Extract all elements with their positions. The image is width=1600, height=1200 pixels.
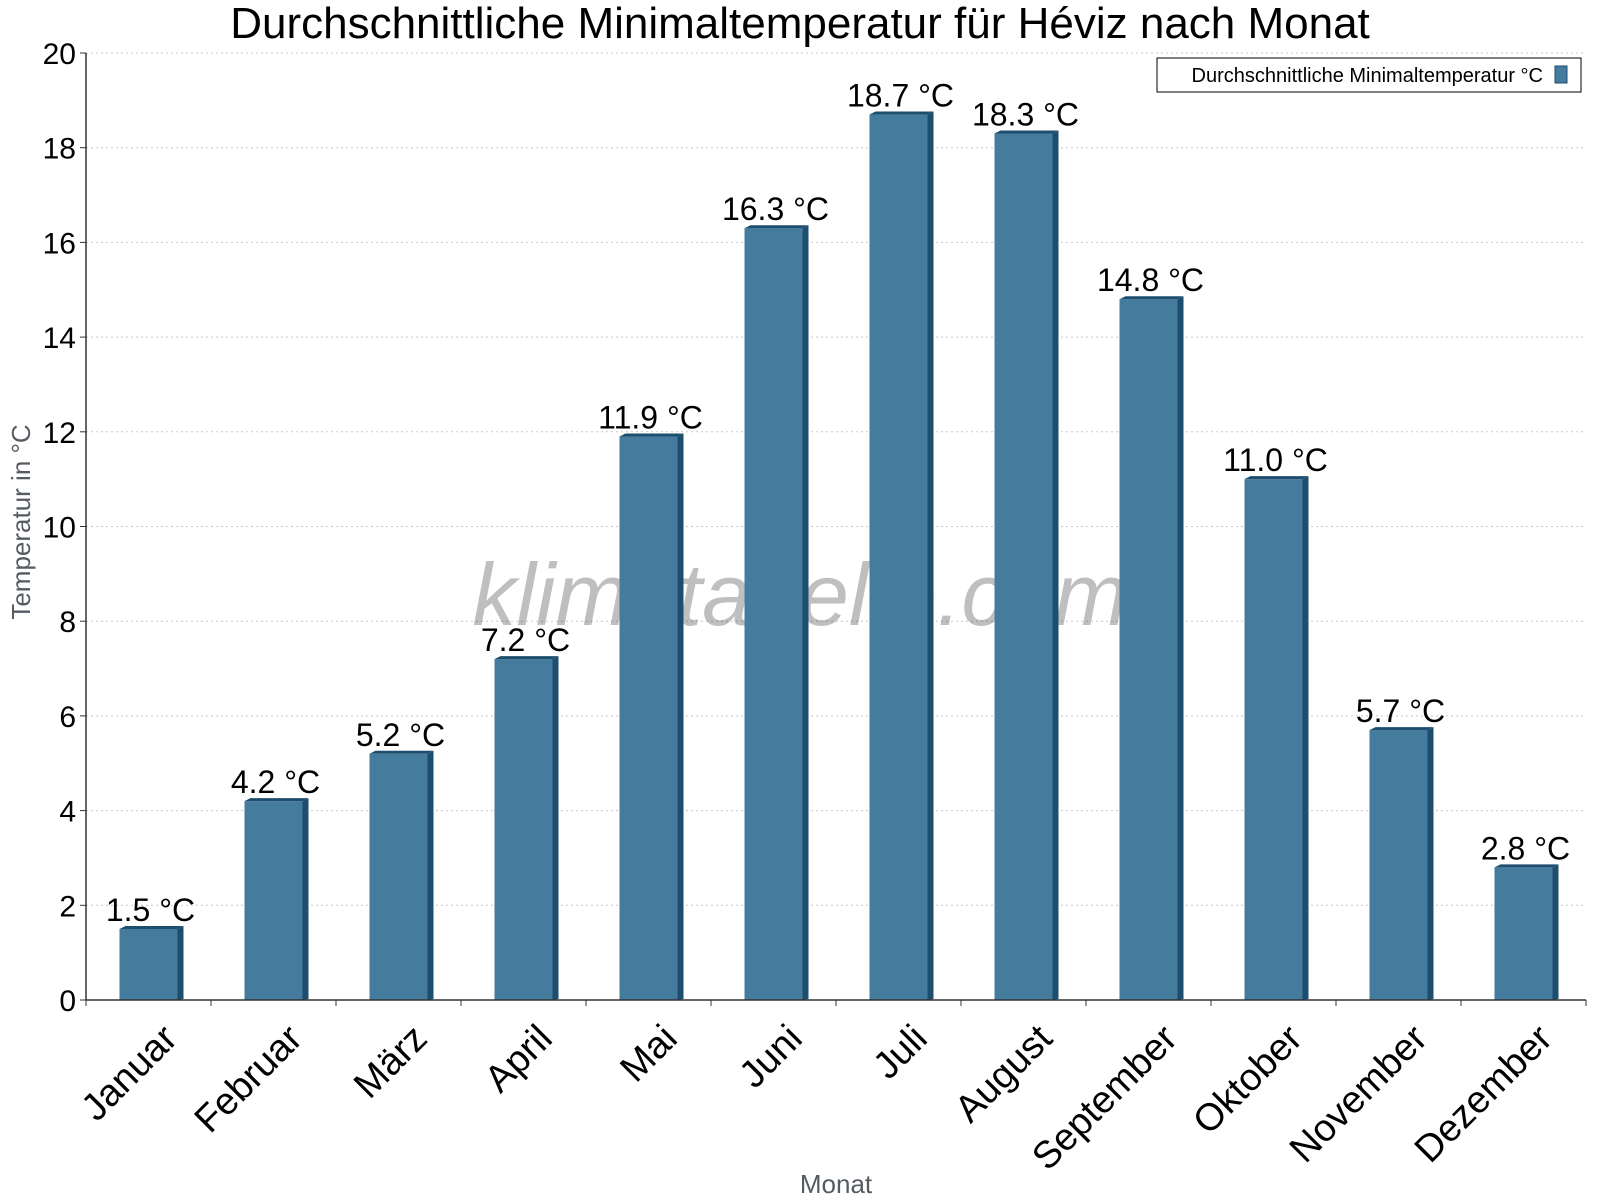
x-tick-label: April (477, 1017, 560, 1100)
bar-top (119, 925, 184, 929)
x-tick-label: Juni (732, 1017, 811, 1096)
data-label: 16.3 °C (722, 191, 829, 227)
grid (86, 52, 1586, 906)
legend-box (1156, 57, 1582, 93)
y-tick-label: 0 (59, 985, 76, 1018)
data-label: 11.9 °C (598, 400, 703, 436)
bar-side (1427, 727, 1434, 1000)
data-label: 11.0 °C (1223, 442, 1328, 478)
x-axis-title: Monat (800, 1169, 873, 1199)
bar-side (677, 433, 684, 1000)
bar (244, 798, 309, 1000)
y-tick-label: 10 (43, 512, 76, 545)
x-tick-label: Juli (866, 1017, 936, 1087)
bar-side (177, 925, 184, 1000)
bar-top (994, 130, 1059, 134)
data-label: 4.2 °C (231, 764, 320, 800)
bar (744, 225, 809, 1000)
bar-top (1369, 727, 1434, 731)
bar-front (1369, 730, 1428, 1000)
bar-top (369, 750, 434, 754)
bar-front (119, 928, 178, 1000)
data-label: 18.7 °C (847, 78, 954, 114)
x-tick-label: März (346, 1017, 435, 1106)
x-tick-label: Januar (74, 1017, 186, 1129)
bar-side (1302, 476, 1309, 1000)
bar-front (369, 753, 428, 1000)
bar-front (494, 659, 553, 1000)
bar-side (927, 111, 934, 1001)
data-labels: 1.5 °C 4.2 °C 5.2 °C 7.2 °C 11.9 °C 16.3 °C 18… (106, 78, 1570, 928)
y-tick-label: 6 (59, 701, 76, 734)
bar-side (1177, 296, 1184, 1001)
x-tick-label: Mai (613, 1017, 686, 1090)
bar-side (802, 225, 809, 1000)
bar-front (744, 228, 803, 1000)
bar (1119, 296, 1184, 1001)
bar-front (1494, 867, 1553, 1000)
y-tick-label: 12 (43, 417, 76, 450)
bar-front (1244, 479, 1303, 1000)
bar (1244, 476, 1309, 1000)
bar-side (552, 656, 559, 1000)
bar-top (1119, 296, 1184, 300)
bar-top (1244, 476, 1309, 480)
y-ticks: 0 2 4 6 8 10 12 14 16 18 20 (43, 38, 86, 1018)
legend: Durchschnittliche Minimaltemperatur °C (1156, 57, 1582, 93)
bar-side (302, 798, 309, 1000)
bar (119, 925, 184, 1000)
bar-top (244, 798, 309, 802)
legend-swatch (1554, 65, 1568, 84)
x-tick-label: Dezember (1407, 1017, 1561, 1171)
x-tick-label: August (947, 1017, 1061, 1131)
y-tick-label: 2 (59, 890, 76, 923)
data-label: 18.3 °C (972, 96, 1079, 132)
legend-label: Durchschnittliche Minimaltemperatur °C (1192, 65, 1543, 87)
x-tick-label: Oktober (1185, 1017, 1311, 1143)
bar (494, 656, 559, 1000)
bar-side (427, 750, 434, 1000)
bar (619, 433, 684, 1000)
data-label: 7.2 °C (481, 622, 570, 658)
bar-front (244, 801, 303, 1000)
data-label: 5.2 °C (356, 717, 445, 753)
bar-top (744, 225, 809, 229)
bar-front (1119, 299, 1178, 1001)
data-label: 14.8 °C (1097, 262, 1204, 298)
y-tick-label: 14 (43, 322, 76, 355)
y-axis-title: Temperatur in °C (6, 424, 36, 619)
y-tick-label: 20 (43, 38, 76, 71)
bar (369, 750, 434, 1000)
bar (1369, 727, 1434, 1000)
bar (869, 111, 934, 1001)
x-ticks: Januar Februar März April Mai Juni Juli AugustS… (74, 1000, 1587, 1178)
bar-front (869, 114, 928, 1001)
bar-top (619, 433, 684, 437)
bar-top (869, 111, 934, 115)
chart-title: Durchschnittliche Minimaltemperatur für … (230, 0, 1370, 48)
y-tick-label: 18 (43, 133, 76, 166)
bars (119, 111, 1559, 1001)
bar-front (994, 133, 1053, 1000)
data-label: 5.7 °C (1356, 693, 1445, 729)
x-tick-label: Februar (187, 1017, 311, 1141)
bar-top (494, 656, 559, 660)
data-label: 2.8 °C (1481, 830, 1570, 866)
bar-side (1052, 130, 1059, 1000)
bar (994, 130, 1059, 1000)
bar-top (1494, 864, 1559, 868)
y-tick-label: 8 (59, 606, 76, 639)
bar (1494, 864, 1559, 1000)
data-label: 1.5 °C (106, 892, 195, 928)
y-tick-label: 16 (43, 227, 76, 260)
y-tick-label: 4 (59, 796, 76, 829)
bar-front (619, 436, 678, 1000)
bar-side (1552, 864, 1559, 1000)
